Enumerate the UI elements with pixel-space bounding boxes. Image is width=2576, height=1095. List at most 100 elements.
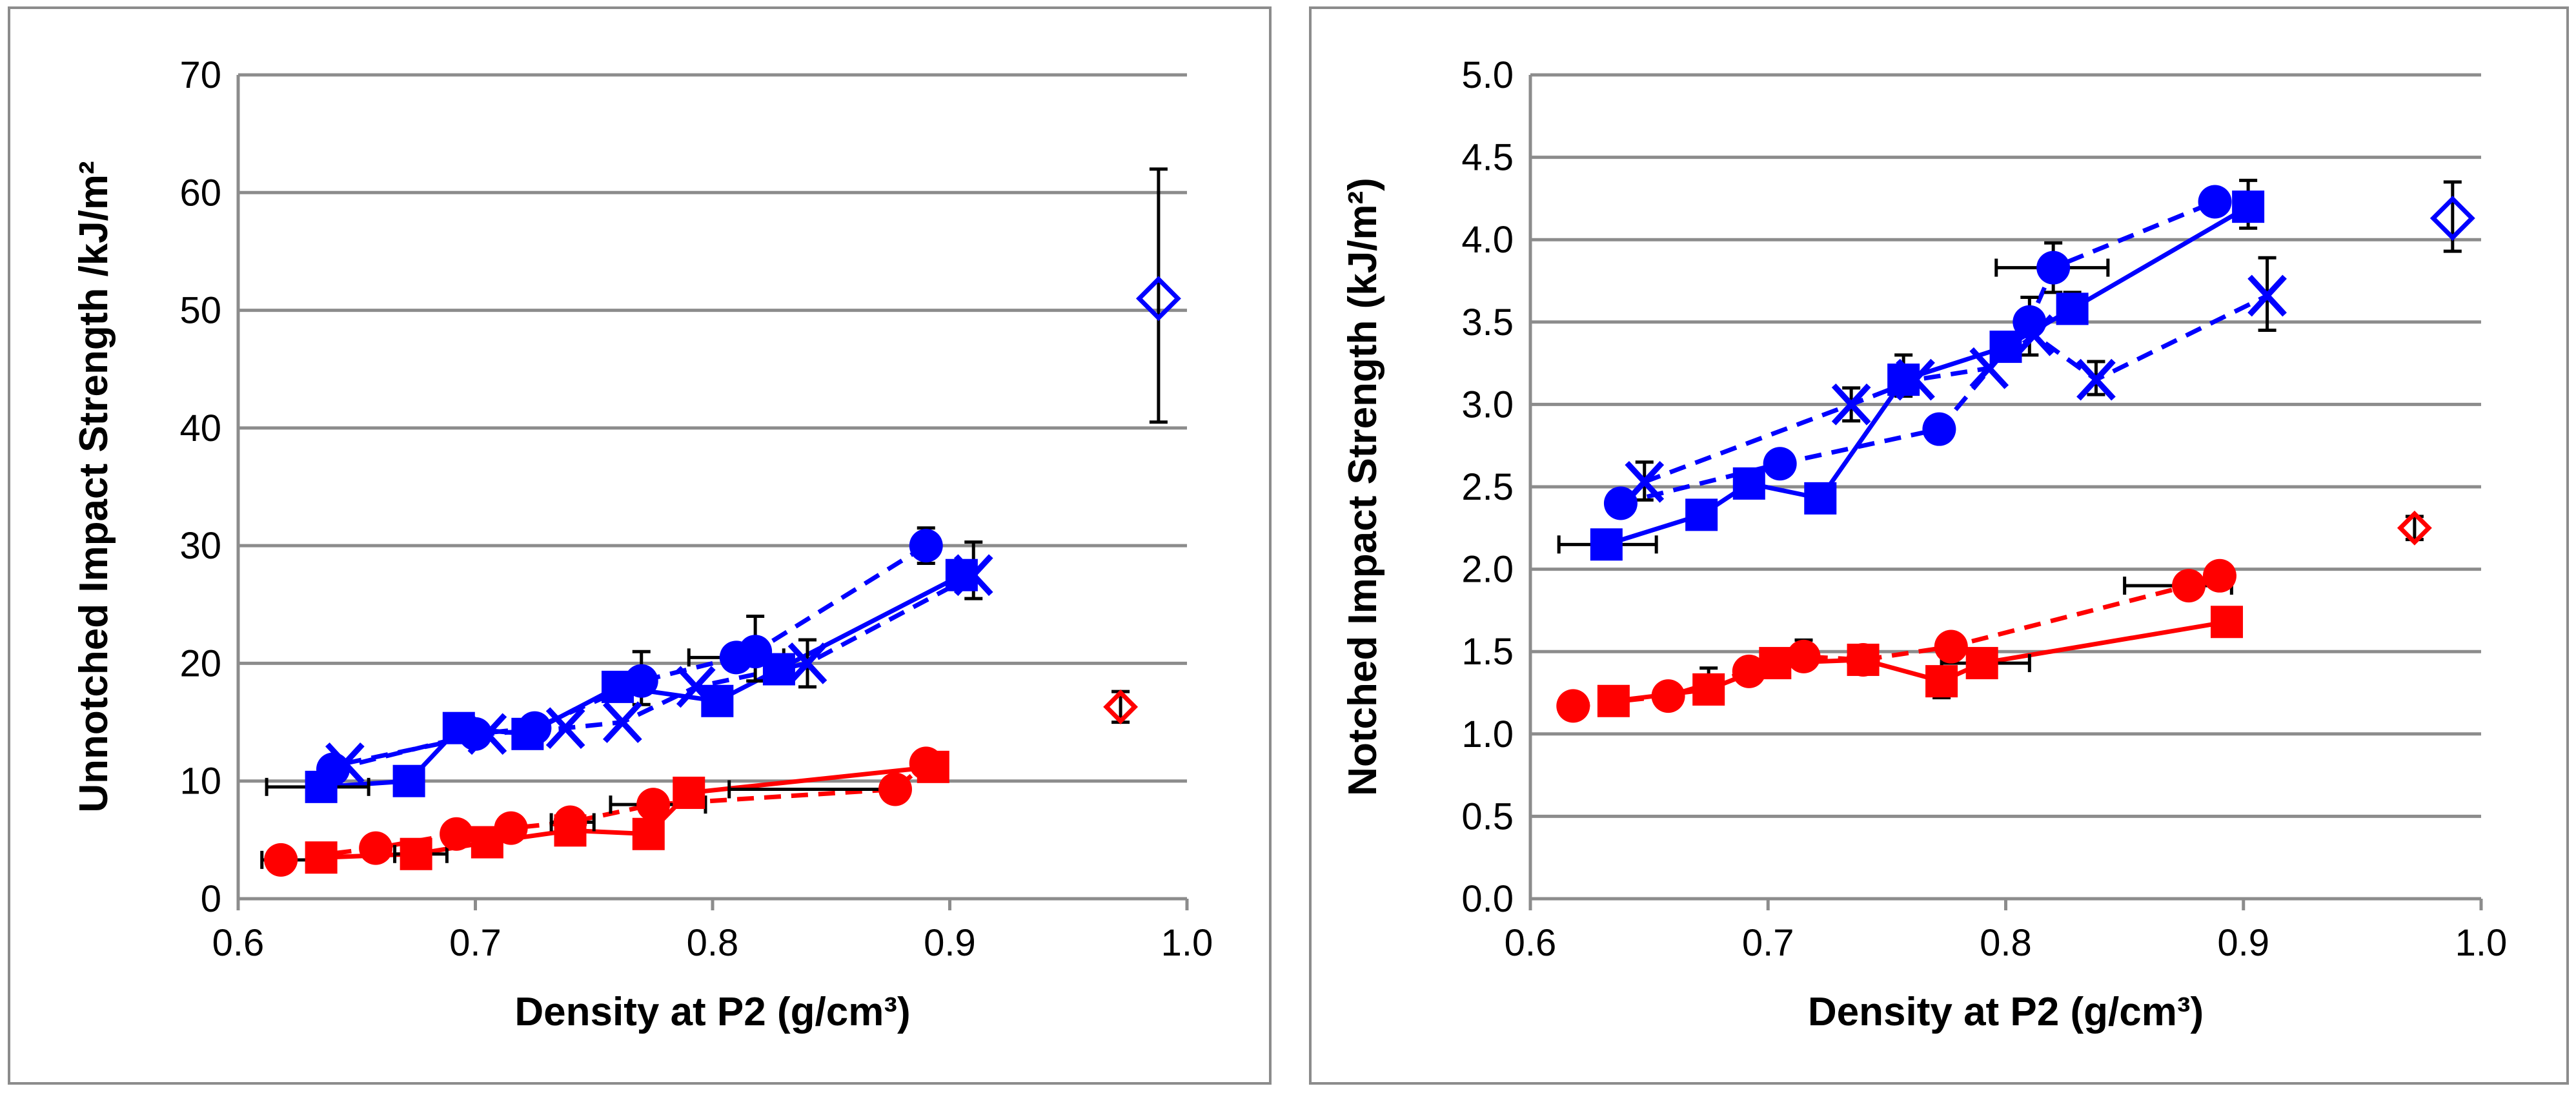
c0-series-2-line bbox=[344, 573, 975, 766]
c1-ytick-label: 1.5 bbox=[1461, 631, 1514, 673]
c0-ytick-label: 0 bbox=[201, 878, 221, 920]
c0-series-2-point bbox=[787, 642, 827, 684]
c0-xtick-label: 0.7 bbox=[449, 922, 502, 964]
c1-ytick-label: 2.5 bbox=[1461, 466, 1514, 508]
c0-series-4-point bbox=[636, 788, 671, 822]
c0-series-5-point bbox=[400, 837, 432, 870]
c1-series-1-point bbox=[1732, 467, 1765, 500]
c1-ytick-label: 3.0 bbox=[1461, 384, 1514, 425]
c0-series-4-point bbox=[878, 772, 912, 806]
c0-xtick-label: 0.8 bbox=[687, 922, 739, 964]
c0-series-3-point bbox=[1135, 276, 1181, 322]
c1-series-0-point bbox=[2036, 251, 2071, 285]
c0-xtick-label: 0.9 bbox=[924, 922, 976, 964]
c1-series-5-point bbox=[1925, 665, 1958, 698]
c0-series-2-point bbox=[676, 666, 716, 708]
c1-ytick-label: 0.5 bbox=[1461, 795, 1514, 837]
c0-series-2-point bbox=[325, 742, 365, 784]
c0-ytick-label: 70 bbox=[179, 54, 221, 96]
c1-xtick-label: 0.8 bbox=[1980, 922, 2032, 964]
c0-error-bar bbox=[1149, 167, 1168, 424]
c0-ytick-label: 50 bbox=[179, 290, 221, 332]
c1-xtick-label: 0.6 bbox=[1505, 922, 1557, 964]
c1-series-1-point bbox=[1685, 498, 1718, 531]
c1-series-1-point bbox=[1804, 482, 1837, 515]
c1-xtick-label: 1.0 bbox=[2455, 922, 2508, 964]
c1-ytick-label: 0.0 bbox=[1461, 878, 1514, 920]
c1-series-1-point bbox=[2232, 190, 2265, 223]
c0-y-axis-title: Unnotched Impact Strength /kJ/m² bbox=[72, 161, 116, 812]
c1-series-1-point bbox=[2056, 292, 2089, 325]
c0-ytick-label: 30 bbox=[179, 525, 221, 567]
c0-series-6-point bbox=[1103, 689, 1139, 724]
c1-series-4-point bbox=[1556, 689, 1590, 723]
c1-x-axis-title: Density at P2 (g/cm³) bbox=[1808, 990, 2204, 1034]
c1-series-4-point bbox=[1651, 679, 1685, 713]
c0-series-4-point bbox=[264, 843, 298, 877]
c0-series-0-line bbox=[332, 544, 928, 772]
c1-series-3-point bbox=[2429, 196, 2475, 241]
c1-series-5-point bbox=[1759, 647, 1792, 680]
c0-error-bar bbox=[727, 780, 897, 799]
c1-ytick-label: 3.5 bbox=[1461, 302, 1514, 343]
c1-series-1-point bbox=[1989, 331, 2022, 363]
c0-series-5-point bbox=[471, 826, 503, 859]
c1-series-0-point bbox=[1763, 447, 1797, 481]
c1-series-4-point bbox=[2202, 558, 2236, 593]
c0-xtick-label: 0.6 bbox=[212, 922, 265, 964]
c0-series-1-point bbox=[392, 764, 425, 797]
c1-series-6-point bbox=[2397, 510, 2432, 546]
chart-panel-unnotched: 0 10 20 30 40 50 60 70 0.6 0.7 0.8 0.9 1.0 Density at… bbox=[8, 6, 1272, 1085]
c1-series-2-point bbox=[1831, 384, 1871, 425]
c1-series-0-point bbox=[2198, 185, 2232, 219]
c1-ytick-label: 2.0 bbox=[1461, 549, 1514, 591]
c0-series-2-point bbox=[467, 713, 507, 755]
c1-series-4-point bbox=[1934, 629, 1968, 664]
c0-x-axis-title: Density at P2 (g/cm³) bbox=[514, 990, 910, 1034]
c1-ytick-label: 4.0 bbox=[1461, 219, 1514, 261]
c1-xtick-label: 0.9 bbox=[2217, 922, 2269, 964]
c0-series-5-point bbox=[554, 814, 587, 847]
c0-xtick-label: 1.0 bbox=[1161, 922, 1213, 964]
c1-ytick-label: 1.0 bbox=[1461, 713, 1514, 755]
chart-svg-notched: 0.0 0.5 1.0 1.5 2.0 2.5 3.0 3.5 4.0 4.5 5.0 0.6 0.7 0… bbox=[1341, 54, 2508, 1034]
c1-ytick-label: 5.0 bbox=[1461, 54, 1514, 96]
chart-svg-unnotched: 0 10 20 30 40 50 60 70 0.6 0.7 0.8 0.9 1.0 Density at… bbox=[72, 54, 1213, 1034]
c0-ytick-label: 60 bbox=[179, 172, 221, 214]
c0-series-5-point bbox=[632, 817, 665, 850]
c0-series-0-point bbox=[909, 529, 943, 563]
c0-ytick-label: 10 bbox=[179, 761, 221, 803]
c0-ytick-label: 20 bbox=[179, 642, 221, 684]
c1-series-2-point bbox=[2014, 314, 2054, 356]
c1-series-4-point bbox=[2172, 569, 2206, 603]
c1-series-4-point bbox=[1732, 654, 1766, 688]
c1-series-5-point bbox=[1847, 643, 1880, 676]
c1-series-2-point bbox=[1625, 460, 1665, 503]
c0-series-5-point bbox=[917, 750, 949, 783]
c0-series-4-point bbox=[440, 817, 474, 851]
c0-series-1-point bbox=[602, 670, 634, 703]
c1-series-5-point bbox=[1965, 647, 1998, 680]
c1-series-2-point bbox=[1969, 347, 2009, 389]
c1-series-2-point bbox=[2247, 274, 2287, 317]
c1-series-2-point bbox=[1896, 358, 1935, 401]
chart-panel-notched: 0.0 0.5 1.0 1.5 2.0 2.5 3.0 3.5 4.0 4.5 5.0 0.6 0.7 0… bbox=[1309, 6, 2569, 1085]
c1-ytick-label: 4.5 bbox=[1461, 137, 1514, 179]
c0-series-5-point bbox=[305, 841, 338, 874]
c1-series-5-point bbox=[1597, 684, 1630, 717]
c0-series-4-point bbox=[359, 831, 393, 865]
c1-series-4-point bbox=[1787, 639, 1821, 673]
c0-series-2-point bbox=[545, 707, 585, 750]
c1-series-0-point bbox=[1922, 412, 1956, 446]
c0-series-1-point bbox=[511, 717, 544, 750]
c1-y-axis-title: Notched Impact Strength (kJ/m²) bbox=[1341, 178, 1385, 796]
c1-series-1-point bbox=[1590, 528, 1623, 561]
c1-xtick-label: 0.7 bbox=[1742, 922, 1794, 964]
c1-series-5-point bbox=[1692, 673, 1725, 706]
c0-series-5-point bbox=[673, 776, 705, 809]
c1-series-2-point bbox=[2076, 358, 2116, 401]
c0-ytick-label: 40 bbox=[179, 407, 221, 449]
c0-series-2-point bbox=[953, 554, 993, 597]
c1-series-5-point bbox=[2210, 606, 2243, 639]
c0-series-2-point bbox=[602, 701, 642, 743]
